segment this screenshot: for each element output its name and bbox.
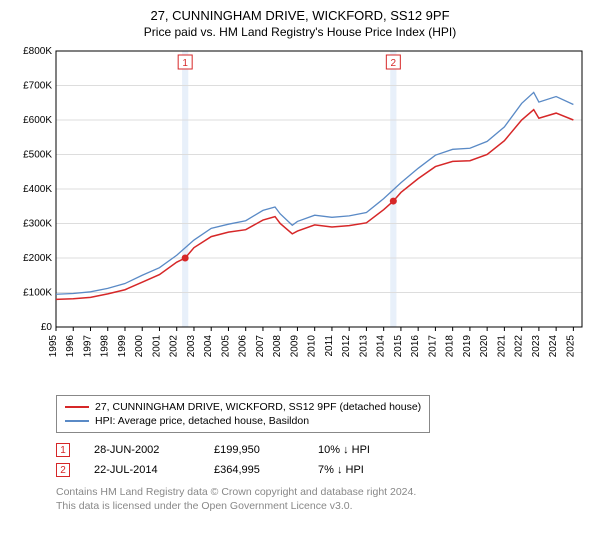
svg-text:2024: 2024 [548, 335, 559, 358]
svg-text:£300K: £300K [23, 219, 52, 230]
svg-text:£700K: £700K [23, 81, 52, 92]
svg-text:2017: 2017 [427, 335, 438, 358]
sale-marker-icon: 1 [56, 443, 70, 457]
chart-container: 27, CUNNINGHAM DRIVE, WICKFORD, SS12 9PF… [0, 0, 600, 521]
legend-item: 27, CUNNINGHAM DRIVE, WICKFORD, SS12 9PF… [65, 400, 421, 414]
sale-date: 28-JUN-2002 [94, 444, 190, 456]
svg-text:2019: 2019 [462, 335, 473, 358]
svg-text:£400K: £400K [23, 184, 52, 195]
legend-label: HPI: Average price, detached house, Basi… [95, 415, 309, 427]
svg-text:1: 1 [182, 58, 188, 69]
chart-svg: £0 £100K £200K £300K £400K £500K £600K £700K £80… [12, 47, 588, 387]
sale-row: 2 22-JUL-2014 £364,995 7% ↓ HPI [56, 463, 588, 477]
svg-text:2022: 2022 [514, 335, 525, 358]
sale-price: £199,950 [214, 444, 294, 456]
svg-text:2002: 2002 [169, 335, 180, 358]
sale-hpi-diff: 10% ↓ HPI [318, 444, 370, 456]
footer-line-1: Contains HM Land Registry data © Crown c… [56, 485, 588, 499]
legend: 27, CUNNINGHAM DRIVE, WICKFORD, SS12 9PF… [56, 395, 430, 433]
svg-text:£0: £0 [41, 322, 53, 333]
svg-text:2000: 2000 [134, 335, 145, 358]
svg-text:2012: 2012 [341, 335, 352, 358]
svg-text:£500K: £500K [23, 150, 52, 161]
svg-text:2013: 2013 [358, 335, 369, 358]
sale-date: 22-JUL-2014 [94, 464, 190, 476]
svg-text:2006: 2006 [238, 335, 249, 358]
svg-text:1996: 1996 [65, 335, 76, 358]
legend-item: HPI: Average price, detached house, Basi… [65, 414, 421, 428]
svg-text:1999: 1999 [117, 335, 128, 358]
sale-hpi-diff: 7% ↓ HPI [318, 464, 364, 476]
svg-text:2014: 2014 [376, 335, 387, 358]
svg-text:2007: 2007 [255, 335, 266, 358]
svg-text:£600K: £600K [23, 115, 52, 126]
chart-subtitle: Price paid vs. HM Land Registry's House … [12, 25, 588, 39]
svg-text:1995: 1995 [48, 335, 59, 358]
svg-text:2011: 2011 [324, 335, 335, 357]
svg-text:2009: 2009 [289, 335, 300, 358]
footer-attribution: Contains HM Land Registry data © Crown c… [56, 485, 588, 513]
legend-swatch [65, 406, 89, 408]
chart-title: 27, CUNNINGHAM DRIVE, WICKFORD, SS12 9PF [12, 8, 588, 23]
legend-swatch [65, 420, 89, 422]
footer-line-2: This data is licensed under the Open Gov… [56, 499, 588, 513]
svg-text:2015: 2015 [393, 335, 404, 358]
svg-text:2021: 2021 [496, 335, 507, 358]
sales-table: 1 28-JUN-2002 £199,950 10% ↓ HPI 2 22-JUL-201… [56, 443, 588, 477]
svg-text:2008: 2008 [272, 335, 283, 358]
svg-text:£800K: £800K [23, 47, 52, 57]
legend-label: 27, CUNNINGHAM DRIVE, WICKFORD, SS12 9PF… [95, 401, 421, 413]
svg-text:2005: 2005 [220, 335, 231, 358]
svg-text:2020: 2020 [479, 335, 490, 358]
svg-text:2018: 2018 [445, 335, 456, 358]
svg-text:2003: 2003 [186, 335, 197, 358]
sale-price: £364,995 [214, 464, 294, 476]
svg-text:2010: 2010 [307, 335, 318, 358]
svg-text:£100K: £100K [23, 288, 52, 299]
svg-text:2023: 2023 [531, 335, 542, 358]
svg-text:1998: 1998 [100, 335, 111, 358]
sale-marker-icon: 2 [56, 463, 70, 477]
svg-text:1997: 1997 [82, 335, 93, 358]
chart-plot-area: £0 £100K £200K £300K £400K £500K £600K £700K £80… [12, 47, 588, 387]
svg-text:2001: 2001 [151, 335, 162, 358]
svg-text:2: 2 [391, 58, 397, 69]
sale-row: 1 28-JUN-2002 £199,950 10% ↓ HPI [56, 443, 588, 457]
svg-text:2004: 2004 [203, 335, 214, 358]
svg-text:2025: 2025 [565, 335, 576, 358]
svg-text:2016: 2016 [410, 335, 421, 358]
svg-text:£200K: £200K [23, 253, 52, 264]
